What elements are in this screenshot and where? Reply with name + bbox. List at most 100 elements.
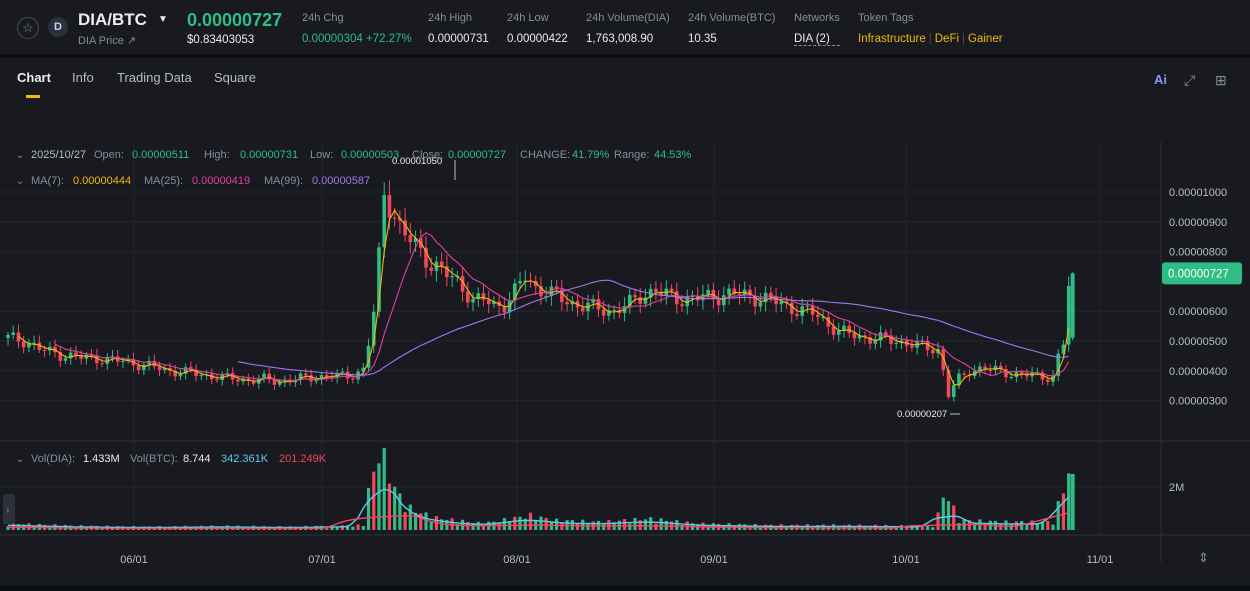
volume-bar	[727, 523, 731, 530]
y-tick-label: 0.00001000	[1169, 187, 1227, 199]
candle-body	[1040, 372, 1045, 380]
candle-body	[429, 267, 434, 271]
volume-bar	[706, 525, 710, 530]
candle-body	[643, 297, 648, 304]
volume-bar	[920, 526, 924, 530]
candle-body	[32, 342, 36, 344]
tab-square[interactable]: Square	[214, 70, 256, 85]
vol-ma-b: 201.249K	[279, 453, 327, 465]
tag-gainer[interactable]: Gainer	[968, 33, 1003, 45]
candle-body	[371, 311, 376, 346]
x-tick-label: 10/01	[892, 554, 920, 566]
tag-separator: |	[962, 33, 966, 45]
candle-body	[345, 371, 350, 379]
current-price-tag-label: 0.00000727	[1168, 268, 1229, 280]
ohlc-open-label: Open:	[94, 149, 124, 161]
volume-bar	[398, 493, 402, 530]
dia-price-link[interactable]: DIA Price ↗	[78, 35, 137, 47]
candle-body	[314, 379, 319, 382]
tab-chart[interactable]: Chart	[17, 70, 51, 85]
collapse-chevron-icon[interactable]: ⌄	[16, 176, 24, 187]
candle-body	[298, 373, 303, 380]
price-chart[interactable]: 0.00001000 0.00000900 0.00000800 0.00000600…	[0, 142, 1250, 586]
volume-bar	[602, 524, 606, 530]
stat-3: 24h Volume(DIA) 1,763,008.90	[586, 12, 670, 45]
ohlc-range: 44.53%	[654, 149, 692, 161]
grid-icon[interactable]: ⊞	[1215, 72, 1227, 88]
candle-body	[272, 379, 277, 385]
candle-body	[831, 326, 836, 335]
candle-body	[810, 305, 815, 315]
pair-dropdown-chevron-icon[interactable]: ▼	[158, 14, 168, 25]
vol-dia: 1.433M	[83, 453, 120, 465]
stat-value: 1,763,008.90	[586, 33, 654, 45]
candle-body	[716, 299, 721, 306]
candle-body	[863, 335, 867, 338]
candle-body	[1004, 369, 1008, 378]
ma-ma7-label: MA(7):	[31, 175, 64, 187]
collapse-chevron-icon[interactable]: ⌄	[16, 150, 24, 161]
favorite-star-icon[interactable]: ☆	[17, 17, 39, 39]
volume-bar	[11, 522, 15, 530]
volume-bar	[628, 523, 632, 530]
volume-bar	[377, 463, 381, 530]
x-tick-label: 08/01	[503, 554, 531, 566]
candle-body	[95, 355, 99, 364]
volume-bar	[481, 525, 486, 530]
volume-bar	[539, 516, 543, 530]
x-tick-label: 09/01	[700, 554, 728, 566]
candle-body	[998, 365, 1003, 370]
volume-bar	[1030, 520, 1034, 530]
scroll-left-handle[interactable]	[3, 494, 15, 524]
tag-infrastructure[interactable]: Infrastructure	[858, 33, 926, 45]
candle-body	[173, 370, 177, 377]
candle-body	[361, 367, 366, 372]
tab-trading-data[interactable]: Trading Data	[117, 70, 192, 85]
volume-bar	[450, 518, 454, 530]
candle-body	[795, 313, 799, 316]
volume-bar	[508, 522, 512, 530]
stat-value[interactable]: DIA (2)	[794, 33, 840, 46]
market-header: ☆ D DIA/BTC ▼ DIA Price ↗ 0.00000727 $0.…	[0, 0, 1250, 56]
candle-body	[1025, 373, 1029, 377]
candle-body	[63, 358, 68, 361]
candle-body	[899, 340, 904, 343]
y-tick-label: 0.00000900	[1169, 217, 1227, 229]
candle-body	[544, 296, 548, 298]
ohlc-open: 0.00000511	[132, 149, 189, 161]
volume-bar	[675, 520, 679, 530]
volume-bar	[366, 487, 371, 530]
candle-body	[742, 289, 747, 295]
stat-label: 24h Volume(BTC)	[688, 12, 776, 24]
stat-label: 24h Chg	[302, 12, 344, 24]
candle-body	[560, 289, 564, 303]
volume-bar	[952, 505, 956, 530]
candle-body	[748, 289, 752, 296]
chevron-right-icon[interactable]: ›	[6, 505, 9, 516]
candle-body	[215, 379, 219, 381]
candle-body	[873, 340, 878, 344]
low-marker-label: 0.00000207	[897, 409, 947, 420]
candle-body	[309, 375, 313, 382]
candle-body	[1061, 344, 1066, 354]
x-tick-label: 11/01	[1087, 554, 1114, 566]
ma-ma7: 0.00000444	[73, 175, 131, 187]
tag-defi[interactable]: DeFi	[934, 33, 960, 45]
candle-body	[277, 381, 282, 385]
candle-body	[37, 342, 42, 350]
candle-body	[633, 294, 637, 298]
volume-bar	[325, 526, 329, 530]
stat-4: 24h Volume(BTC) 10.35	[688, 12, 775, 45]
time-scale-icon[interactable]: ⇕	[1198, 550, 1209, 565]
tab-info[interactable]: Info	[72, 70, 94, 85]
collapse-chevron-icon[interactable]: ⌄	[16, 454, 24, 465]
pair-title[interactable]: DIA/BTC	[78, 10, 147, 29]
volume-bar	[957, 522, 961, 530]
candle-body	[58, 352, 63, 361]
expand-icon[interactable]: ⤢	[1184, 72, 1196, 88]
volume-bar	[346, 525, 350, 530]
candle-body	[267, 373, 272, 380]
chart-area[interactable]: 0.00001000 0.00000900 0.00000800 0.00000600…	[0, 142, 1250, 586]
ai-button[interactable]: Ai	[1154, 72, 1167, 87]
usd-price: $0.83403053	[187, 34, 255, 46]
